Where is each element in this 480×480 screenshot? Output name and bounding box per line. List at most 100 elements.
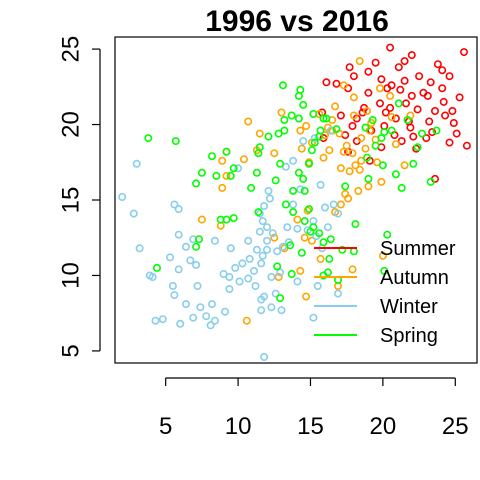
- point-autumn-12: [278, 109, 284, 115]
- point-summer-5: [365, 69, 371, 75]
- point-spring-1: [173, 138, 179, 144]
- point-winter-0: [134, 161, 140, 167]
- point-autumn-25: [338, 165, 344, 171]
- point-autumn-40: [365, 183, 371, 189]
- point-spring-21: [265, 133, 271, 139]
- point-autumn-7: [241, 156, 247, 162]
- point-summer-6: [439, 67, 445, 73]
- point-winter-18: [190, 315, 196, 321]
- point-winter-14: [183, 244, 189, 250]
- point-summer-9: [428, 79, 434, 85]
- point-summer-2: [401, 58, 407, 64]
- point-autumn-3: [219, 185, 225, 191]
- point-winter-46: [245, 238, 251, 244]
- point-spring-42: [290, 188, 296, 194]
- point-winter-9: [176, 266, 182, 272]
- point-spring-26: [280, 82, 286, 88]
- point-winter-33: [251, 268, 257, 274]
- point-summer-8: [378, 76, 384, 82]
- legend-label-autumn: Autumn: [380, 267, 449, 289]
- point-winter-58: [300, 138, 306, 144]
- point-summer-64: [372, 60, 378, 66]
- point-spring-25: [296, 115, 302, 121]
- point-summer-50: [383, 109, 389, 115]
- point-spring-0: [145, 135, 151, 141]
- point-autumn-14: [297, 127, 303, 133]
- point-winter-80: [294, 278, 300, 284]
- x-tick-label-15: 15: [297, 413, 324, 440]
- point-winter-40: [260, 218, 266, 224]
- point-spring-15: [248, 185, 254, 191]
- point-spring-52: [351, 248, 357, 254]
- point-summer-18: [365, 90, 371, 96]
- point-spring-29: [300, 102, 306, 108]
- point-winter-78: [261, 354, 267, 360]
- point-winter-79: [194, 283, 200, 289]
- point-spring-9: [223, 149, 229, 155]
- point-spring-80: [273, 177, 279, 183]
- point-spring-14: [231, 165, 237, 171]
- point-winter-85: [264, 238, 270, 244]
- point-summer-34: [349, 123, 355, 129]
- point-spring-22: [281, 127, 287, 133]
- point-winter-32: [245, 275, 251, 281]
- point-spring-47: [320, 239, 326, 245]
- x-tick-label-25: 25: [442, 413, 469, 440]
- x-tick-label-20: 20: [370, 413, 397, 440]
- point-winter-61: [317, 182, 323, 188]
- point-spring-76: [352, 221, 358, 227]
- point-autumn-41: [355, 188, 361, 194]
- point-autumn-1: [199, 216, 205, 222]
- point-autumn-43: [338, 201, 344, 207]
- point-winter-43: [267, 195, 273, 201]
- point-summer-33: [451, 120, 457, 126]
- point-autumn-35: [387, 93, 393, 99]
- point-autumn-57: [401, 162, 407, 168]
- point-winter-82: [310, 315, 316, 321]
- point-autumn-29: [362, 146, 368, 152]
- point-autumn-10: [257, 130, 263, 136]
- point-spring-6: [213, 173, 219, 179]
- point-summer-13: [397, 87, 403, 93]
- point-winter-24: [222, 309, 228, 315]
- point-autumn-11: [271, 150, 277, 156]
- point-summer-24: [414, 106, 420, 112]
- point-winter-1: [119, 194, 125, 200]
- x-tick-label-5: 5: [159, 413, 172, 440]
- point-winter-20: [197, 304, 203, 310]
- point-autumn-49: [317, 256, 323, 262]
- y-tick-label-5: 5: [57, 344, 84, 357]
- point-spring-37: [309, 147, 315, 153]
- point-autumn-5: [219, 158, 225, 164]
- point-summer-11: [446, 73, 452, 79]
- point-spring-74: [299, 250, 305, 256]
- point-summer-20: [333, 81, 339, 87]
- point-autumn-65: [393, 141, 399, 147]
- point-spring-53: [384, 232, 390, 238]
- point-winter-54: [290, 201, 296, 207]
- point-winter-5: [152, 318, 158, 324]
- point-winter-8: [170, 283, 176, 289]
- point-spring-43: [290, 209, 296, 215]
- point-autumn-34: [377, 85, 383, 91]
- point-summer-26: [442, 112, 448, 118]
- point-spring-39: [300, 176, 306, 182]
- point-autumn-26: [346, 168, 352, 174]
- point-spring-72: [289, 271, 295, 277]
- point-spring-44: [302, 218, 308, 224]
- point-spring-19: [277, 161, 283, 167]
- point-winter-21: [203, 313, 209, 319]
- point-spring-16: [254, 170, 260, 176]
- point-winter-25: [226, 286, 232, 292]
- point-winter-37: [264, 247, 270, 253]
- point-winter-31: [247, 256, 253, 262]
- point-autumn-15: [299, 146, 305, 152]
- point-spring-28: [296, 93, 302, 99]
- point-summer-25: [432, 108, 438, 114]
- point-autumn-8: [245, 118, 251, 124]
- point-winter-36: [260, 253, 266, 259]
- point-winter-39: [264, 224, 270, 230]
- point-autumn-24: [341, 149, 347, 155]
- point-spring-65: [410, 161, 416, 167]
- point-spring-70: [393, 171, 399, 177]
